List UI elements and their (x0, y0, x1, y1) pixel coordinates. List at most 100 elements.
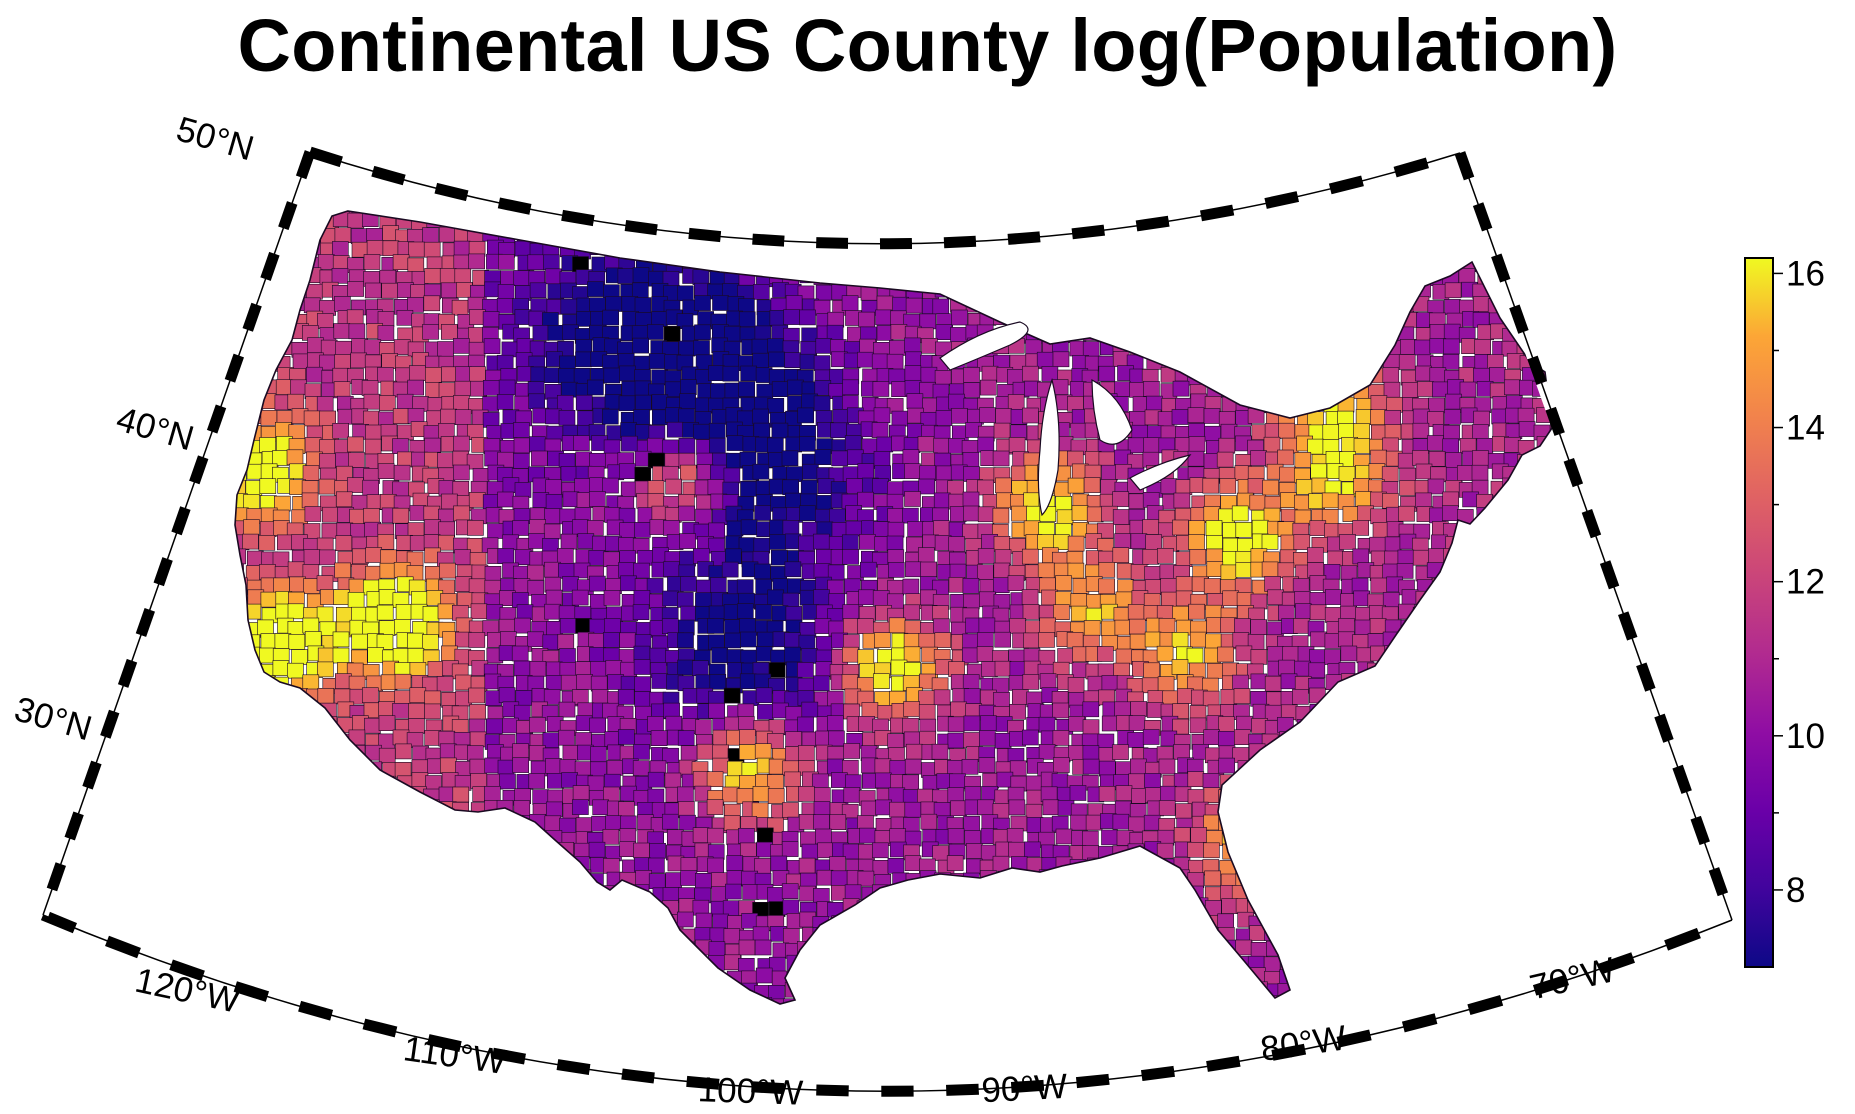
county-cell (857, 618, 874, 635)
county-cell (602, 632, 620, 648)
county-cell (678, 898, 696, 915)
county-cell (1462, 491, 1479, 508)
county-cell (767, 397, 785, 414)
county-cell (303, 410, 321, 427)
county-cell (235, 296, 248, 313)
county-cell (1548, 298, 1552, 315)
county-cell (466, 745, 484, 761)
county-cell (887, 521, 905, 538)
county-cell (873, 450, 891, 467)
county-cell (632, 337, 650, 354)
county-cell (1114, 800, 1132, 817)
county-cell (1415, 365, 1432, 382)
county-cell (1023, 520, 1041, 537)
county-cell (378, 747, 396, 764)
county-cell (812, 888, 830, 904)
county-cell (648, 873, 666, 890)
county-cell (891, 211, 908, 218)
county-cell (482, 396, 500, 412)
county-cell (1011, 213, 1028, 230)
county-cell (1370, 409, 1387, 426)
county-cell (1041, 366, 1059, 382)
county-cell (246, 211, 264, 228)
county-cell (472, 467, 490, 484)
county-cell (1295, 603, 1312, 620)
county-cell (572, 799, 589, 815)
county-cell (1144, 566, 1161, 582)
county-cell (842, 379, 859, 396)
county-cell (316, 661, 334, 678)
county-cell (739, 631, 757, 648)
county-cell (619, 828, 637, 844)
county-cell (602, 477, 619, 494)
county-cell (1068, 716, 1085, 732)
county-cell (423, 534, 441, 550)
county-cell (860, 211, 878, 218)
county-cell (1534, 323, 1551, 339)
county-cell (363, 507, 380, 524)
county-cell (889, 828, 907, 845)
county-cell (1186, 647, 1204, 664)
county-cell (487, 523, 504, 539)
county-cell (587, 775, 605, 792)
county-cell (1307, 547, 1324, 563)
county-cell (755, 687, 773, 704)
county-cell (1067, 562, 1085, 579)
county-cell (1023, 492, 1041, 509)
county-cell (965, 211, 983, 215)
county-cell (982, 772, 1000, 789)
county-cell (679, 393, 696, 410)
county-cell (948, 393, 965, 410)
county-cell (708, 437, 726, 454)
county-cell (469, 704, 486, 720)
county-cell (826, 715, 844, 732)
county-cell (949, 563, 967, 580)
county-cell (617, 689, 635, 705)
county-cell (424, 268, 441, 284)
county-cell (631, 282, 649, 299)
county-cell (1507, 214, 1524, 231)
county-cell (302, 674, 320, 691)
county-cell (302, 617, 320, 634)
county-cell (785, 731, 802, 747)
county-cell (1038, 649, 1056, 666)
county-cell (1172, 380, 1190, 397)
county-cell (1130, 701, 1147, 717)
county-cell (1129, 382, 1146, 398)
county-cell (1160, 478, 1178, 494)
county-cell (305, 366, 323, 383)
county-cell (514, 395, 531, 412)
county-cell (934, 632, 952, 648)
county-cell (619, 632, 636, 649)
county-cell (768, 351, 786, 368)
county-cell (619, 522, 636, 539)
county-cell (304, 437, 322, 453)
county-cell (235, 270, 249, 287)
county-cell (934, 370, 952, 386)
county-cell (1203, 506, 1221, 522)
county-cell (1057, 648, 1074, 664)
county-cell (1401, 381, 1419, 398)
county-cell (1022, 674, 1040, 690)
county-cell (1067, 677, 1085, 693)
county-cell (348, 323, 366, 340)
county-cell (740, 365, 758, 382)
county-cell (1187, 450, 1205, 467)
county-cell (1114, 619, 1132, 636)
county-cell (1072, 211, 1090, 215)
county-cell (497, 491, 514, 508)
county-cell (1011, 505, 1028, 522)
county-cell (421, 634, 439, 650)
county-cell (513, 660, 531, 677)
county-cell (978, 591, 996, 608)
county-cell (424, 437, 442, 454)
county-cell (812, 675, 830, 692)
county-cell (727, 760, 744, 777)
county-cell (332, 647, 350, 664)
county-cell (257, 619, 274, 636)
county-cell (621, 435, 638, 452)
county-cell (902, 449, 920, 466)
county-cell (782, 802, 799, 818)
county-cell (1220, 564, 1238, 581)
county-cell (1025, 775, 1043, 792)
